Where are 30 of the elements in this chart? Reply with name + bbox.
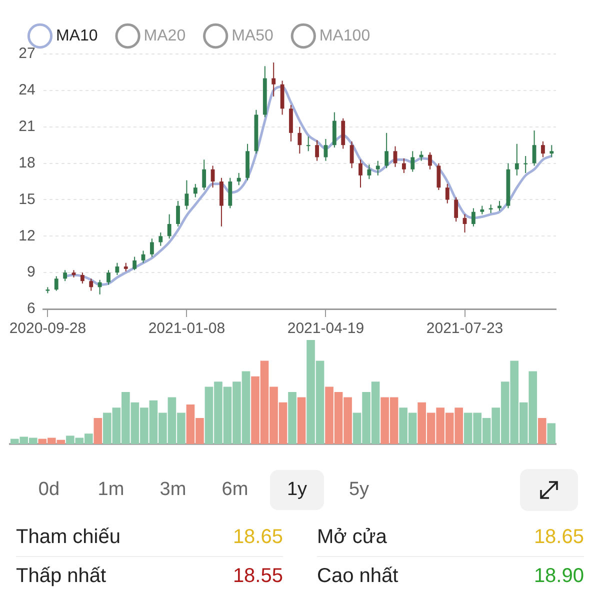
y-tick-label: 9 xyxy=(26,264,36,281)
text: 0d xyxy=(37,478,61,502)
y-tick-label: 21 xyxy=(18,118,36,135)
text: 6m xyxy=(220,478,250,502)
text: 1m xyxy=(96,478,126,502)
text: 18.55 xyxy=(232,564,283,588)
x-tick-label: 2020-09-28 xyxy=(9,320,86,338)
text: 3m xyxy=(158,478,188,502)
y-tick-label: 15 xyxy=(18,190,36,208)
y-tick-label: 27 xyxy=(18,45,36,62)
legend-label: MA20 xyxy=(144,27,186,44)
y-tick-label: 6 xyxy=(26,300,36,318)
text: Thấp nhất xyxy=(16,564,106,588)
x-tick-label: 2021-07-23 xyxy=(426,320,504,338)
text: Cao nhất xyxy=(317,564,398,588)
text: 1y xyxy=(270,470,324,510)
text: Mở cửa xyxy=(317,526,387,548)
legend-label: MA10 xyxy=(56,27,98,44)
text: Tham chiếu xyxy=(16,526,120,548)
legend-label: MA100 xyxy=(319,27,370,44)
y-tick-label: 24 xyxy=(18,82,36,99)
y-tick-label: 12 xyxy=(18,227,36,244)
y-tick-label: 18 xyxy=(18,154,36,172)
text: 18.65 xyxy=(534,526,584,548)
legend-label: MA50 xyxy=(232,27,274,44)
text: 5y xyxy=(348,478,370,502)
text: 18.90 xyxy=(534,564,584,588)
x-tick-label: 2021-01-08 xyxy=(148,320,226,338)
x-tick-label: 2021-04-19 xyxy=(287,320,364,338)
text: 18.65 xyxy=(232,526,283,548)
